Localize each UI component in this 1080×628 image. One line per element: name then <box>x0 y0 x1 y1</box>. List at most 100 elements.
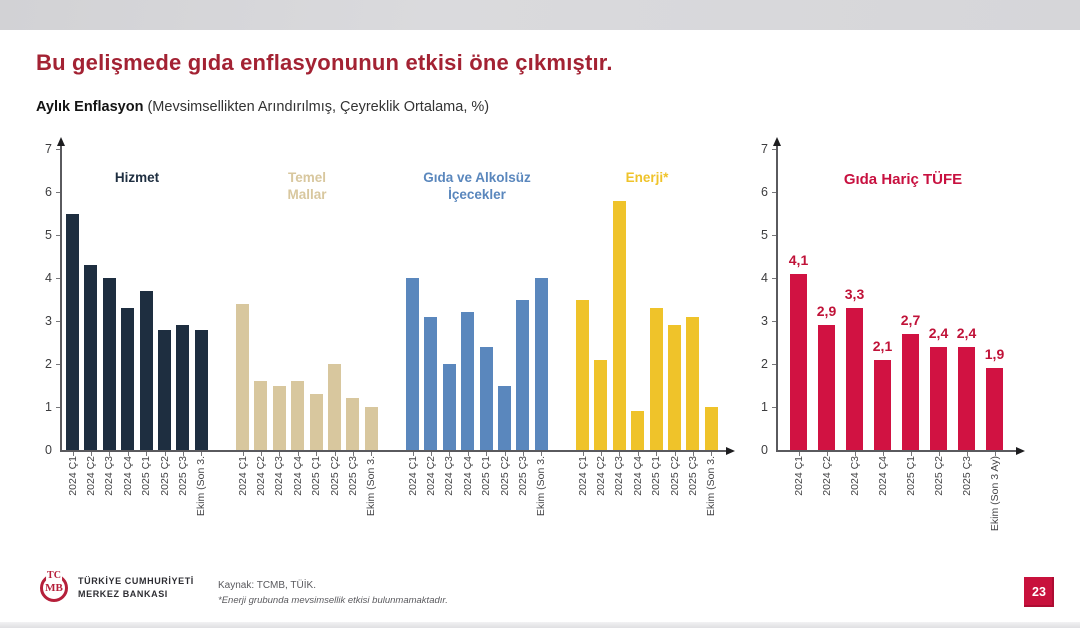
y-tick-label: 6 <box>45 185 52 199</box>
y-tick-label: 0 <box>761 443 768 457</box>
y-axis-arrow-icon <box>56 137 65 146</box>
source-text: Kaynak: TCMB, TÜİK. <box>218 580 316 591</box>
x-tick-mark <box>711 452 713 456</box>
bar <box>272 385 286 450</box>
x-tick-mark <box>656 452 658 456</box>
y-tick-label: 3 <box>761 314 768 328</box>
x-tick-mark <box>164 452 166 456</box>
y-tick-label: 2 <box>761 357 768 371</box>
source-block: Kaynak: TCMB, TÜİK. *Enerji grubunda mev… <box>218 578 448 608</box>
x-tick-mark <box>994 452 996 456</box>
series-label-3: Gıda ve Alkolsüz İçecekler <box>423 170 531 202</box>
bar-value-label: 2,1 <box>872 337 893 354</box>
bar <box>346 398 360 450</box>
x-tick-mark <box>882 452 884 456</box>
y-tick-mark <box>772 364 776 365</box>
y-axis-arrow-icon <box>772 137 781 146</box>
chart-subtitle-bold: Aylık Enflasyon <box>36 99 144 115</box>
left-chart-y-axis <box>60 146 62 451</box>
y-tick-mark <box>56 364 60 365</box>
bar-value-label: 2,9 <box>816 303 837 320</box>
bar <box>364 407 378 450</box>
bar <box>291 381 305 450</box>
y-tick-mark <box>56 321 60 322</box>
bar <box>158 329 171 450</box>
x-tick-mark <box>798 452 800 456</box>
x-tick-mark <box>582 452 584 456</box>
x-tick-label: 2024 Ç3 <box>848 456 861 496</box>
bar <box>406 278 419 450</box>
y-tick-mark <box>56 235 60 236</box>
x-tick-mark <box>72 452 74 456</box>
y-tick-label: 1 <box>45 400 52 414</box>
bar <box>790 273 807 450</box>
x-tick-mark <box>938 452 940 456</box>
bar <box>479 346 493 450</box>
x-tick-mark <box>504 452 506 456</box>
bar <box>236 303 249 450</box>
y-tick-mark <box>56 407 60 408</box>
x-tick-mark <box>449 452 451 456</box>
bar <box>818 325 835 450</box>
bar <box>176 325 190 450</box>
bar <box>442 364 456 450</box>
bar <box>461 312 475 450</box>
tcmb-logo: TC MB TÜRKİYE CUMHURİYETİ MERKEZ BANKASI <box>40 571 194 602</box>
bar <box>424 316 438 450</box>
y-tick-label: 6 <box>761 185 768 199</box>
footnote-text: *Enerji grubunda mevsimsellik etkisi bul… <box>218 595 448 606</box>
x-tick-mark <box>127 452 129 456</box>
bar <box>516 299 530 450</box>
x-tick-mark <box>966 452 968 456</box>
x-tick-label: 2024 Ç4 <box>876 456 889 496</box>
bar <box>576 299 589 450</box>
y-tick-mark <box>772 192 776 193</box>
bar <box>498 385 511 450</box>
bar <box>139 290 153 450</box>
x-tick-mark <box>201 452 203 456</box>
x-tick-mark <box>619 452 621 456</box>
bar <box>102 278 116 450</box>
bar-value-label: 2,7 <box>900 311 921 328</box>
right-chart-x-axis <box>776 450 1018 452</box>
series-label-1: Hizmet <box>114 170 160 185</box>
bar <box>631 411 645 450</box>
x-tick-mark <box>541 452 543 456</box>
left-chart-x-axis <box>60 450 728 452</box>
x-tick-mark <box>692 452 694 456</box>
x-tick-mark <box>371 452 373 456</box>
bar-value-label: 3,3 <box>844 286 865 303</box>
page-number-badge: 23 <box>1024 577 1054 607</box>
bank-name: TÜRKİYE CUMHURİYETİ MERKEZ BANKASI <box>78 575 194 601</box>
bar <box>986 368 1003 450</box>
right-chart-title: Gıda Hariç TÜFE <box>843 171 963 188</box>
y-tick-label: 7 <box>45 142 52 156</box>
y-tick-mark <box>56 278 60 279</box>
bar <box>846 308 863 450</box>
bar <box>958 346 975 450</box>
bar-value-label: 4,1 <box>788 251 809 268</box>
x-tick-mark <box>90 452 92 456</box>
y-tick-mark <box>772 321 776 322</box>
x-tick-mark <box>854 452 856 456</box>
bank-name-line2: MERKEZ BANKASI <box>78 589 168 599</box>
x-tick-mark <box>334 452 336 456</box>
x-tick-mark <box>412 452 414 456</box>
y-tick-mark <box>772 149 776 150</box>
bar <box>902 333 919 450</box>
bar <box>84 265 98 450</box>
bar-value-label: 2,4 <box>928 324 949 341</box>
bar <box>66 213 79 450</box>
x-tick-mark <box>279 452 281 456</box>
bar <box>668 325 681 450</box>
x-tick-mark <box>826 452 828 456</box>
y-tick-label: 5 <box>761 228 768 242</box>
x-tick-label: Ekim (Son 3 Ay) <box>988 456 1001 532</box>
y-tick-label: 4 <box>761 271 768 285</box>
x-tick-mark <box>109 452 111 456</box>
x-tick-mark <box>182 452 184 456</box>
x-tick-label: 2024 Ç1 <box>792 456 805 496</box>
bar <box>612 200 626 450</box>
